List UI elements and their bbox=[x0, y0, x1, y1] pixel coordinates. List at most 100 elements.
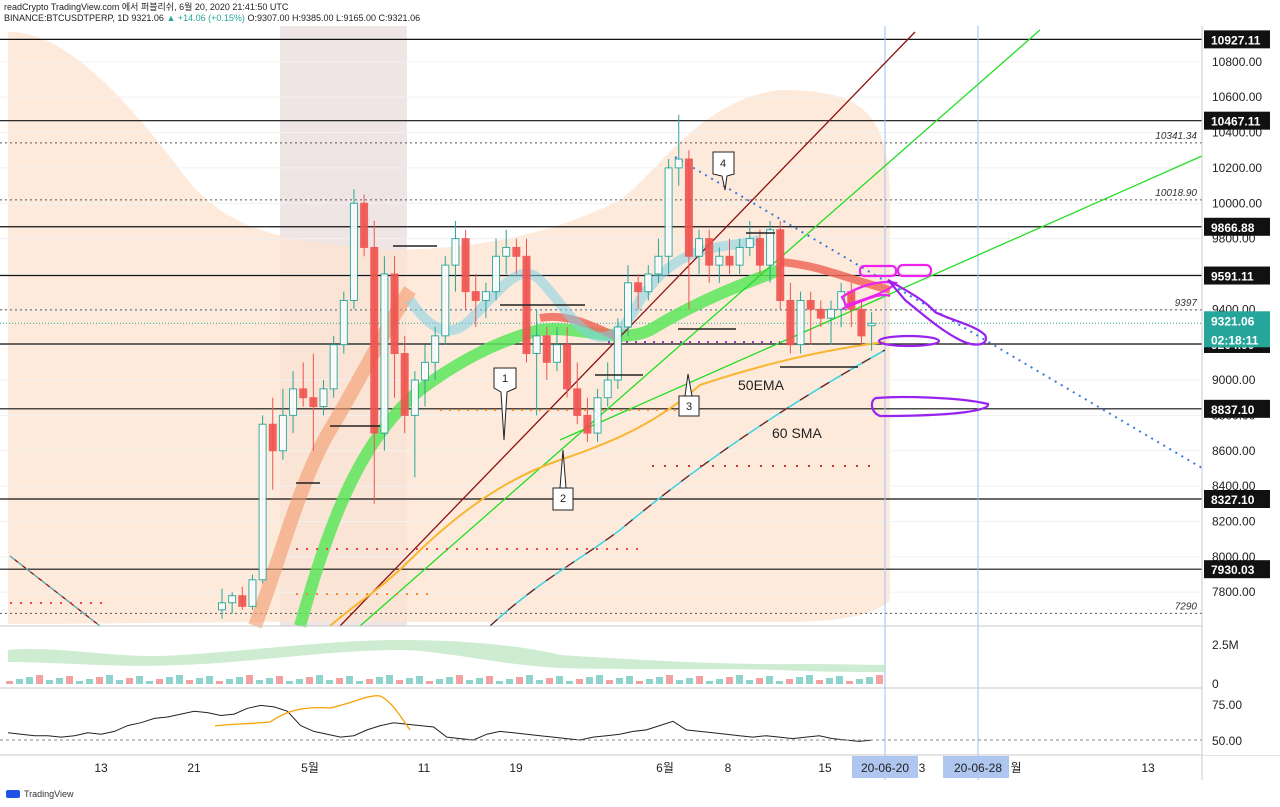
candle-body bbox=[289, 388, 298, 416]
price-tick-label: 10800.00 bbox=[1212, 55, 1262, 69]
time-tick-label: 5월 bbox=[301, 761, 319, 775]
volume-bar bbox=[136, 676, 143, 684]
volume-bar bbox=[536, 680, 543, 684]
price-tick-label: 10200.00 bbox=[1212, 161, 1262, 175]
candle-body bbox=[390, 273, 399, 355]
ohlc-values: O:9307.00 H:9385.00 L:9165.00 C:9321.06 bbox=[247, 13, 421, 23]
ohlc-line: BINANCE:BTCUSDTPERP, 1D 9321.06 ▲ +14.06… bbox=[4, 13, 420, 24]
volume-bar bbox=[716, 679, 723, 684]
volume-bar bbox=[626, 676, 633, 684]
price-tick-label: 8600.00 bbox=[1212, 444, 1256, 458]
candle-body bbox=[339, 299, 348, 346]
candle-body bbox=[593, 397, 602, 434]
volume-bar bbox=[286, 681, 293, 684]
price-level-label: 10467.11 bbox=[1211, 115, 1261, 129]
volume-bar bbox=[476, 678, 483, 684]
candle-body bbox=[228, 595, 237, 604]
volume-bar bbox=[326, 680, 333, 684]
candle-body bbox=[441, 264, 450, 337]
candle-body bbox=[258, 423, 267, 581]
price-axis[interactable] bbox=[1202, 26, 1280, 755]
volume-bar bbox=[596, 675, 603, 684]
price-level-label: 9866.88 bbox=[1211, 221, 1255, 235]
time-tick-label: 11 bbox=[418, 761, 431, 775]
change-label: ▲ +14.06 (+0.15%) bbox=[166, 13, 245, 23]
candle-body bbox=[410, 379, 419, 416]
blue-ribbon bbox=[405, 235, 762, 342]
last-price: 9321.06 bbox=[131, 13, 164, 23]
volume-bar bbox=[736, 675, 743, 684]
candle-body bbox=[766, 229, 775, 266]
volume-bar bbox=[246, 675, 253, 684]
volume-bar bbox=[766, 676, 773, 684]
rsi-line bbox=[7, 704, 873, 742]
candle-body bbox=[370, 246, 379, 434]
volume-bar bbox=[506, 679, 513, 684]
candle-body bbox=[349, 202, 358, 301]
candle-body bbox=[644, 273, 653, 293]
ema-label: 50EMA bbox=[738, 377, 785, 393]
dotted-level-label: 10018.90 bbox=[1155, 188, 1197, 199]
candle-body bbox=[542, 335, 551, 363]
candle-body bbox=[857, 308, 866, 337]
time-tick-label: 20-06-28 bbox=[954, 761, 1002, 775]
price-tick-label: 7800.00 bbox=[1212, 585, 1256, 599]
candle-body bbox=[654, 255, 663, 275]
volume-bar bbox=[206, 676, 213, 684]
volume-cloud bbox=[8, 640, 885, 672]
volume-bar bbox=[676, 680, 683, 684]
candle-body bbox=[278, 414, 287, 452]
volume-bar bbox=[316, 675, 323, 684]
price-level-label: 8327.10 bbox=[1211, 493, 1255, 507]
candlestick-series bbox=[218, 114, 876, 619]
volume-bar bbox=[516, 677, 523, 684]
volume-bar bbox=[266, 678, 273, 684]
candle-body bbox=[461, 238, 470, 293]
sma-label: 60 SMA bbox=[772, 425, 822, 441]
candle-body bbox=[563, 344, 572, 390]
rsi-tick-50: 50.00 bbox=[1212, 734, 1242, 748]
volume-bar bbox=[396, 680, 403, 684]
volume-bar bbox=[836, 676, 843, 684]
candle-body bbox=[776, 229, 785, 301]
price-level-box bbox=[1204, 111, 1270, 130]
candle-body bbox=[796, 299, 805, 346]
date-box-1 bbox=[852, 756, 918, 778]
candle-body bbox=[695, 238, 704, 257]
candle-body bbox=[735, 246, 744, 266]
volume-bar bbox=[706, 681, 713, 684]
price-tick-label: 10000.00 bbox=[1212, 196, 1262, 210]
volume-bar bbox=[276, 676, 283, 684]
volume-bar bbox=[696, 676, 703, 684]
volume-bar bbox=[236, 677, 243, 684]
dotted-levels: 10341.34 10018.90 9397 7290 bbox=[0, 131, 1202, 614]
candle-body bbox=[664, 167, 673, 257]
candle-body bbox=[360, 202, 369, 248]
rsi-tick-75: 75.00 bbox=[1212, 698, 1242, 712]
time-axis[interactable]: 13 21 5월 11 19 6월 8 15 20-06-20 3 20-06-28 월 13 bbox=[94, 756, 1155, 778]
candle-body bbox=[634, 282, 643, 293]
volume-bar bbox=[486, 676, 493, 684]
volume-tick-zero: 0 bbox=[1212, 677, 1219, 691]
volume-bar bbox=[856, 679, 863, 684]
candle-body bbox=[755, 238, 764, 266]
brand-label: TradingView bbox=[24, 789, 74, 799]
volume-bar bbox=[686, 678, 693, 684]
purple-markup bbox=[870, 279, 990, 418]
volume-bar bbox=[606, 680, 613, 684]
price-tick-label: 8200.00 bbox=[1212, 514, 1256, 528]
price-level-label: 8837.10 bbox=[1211, 403, 1255, 417]
volume-bar bbox=[186, 680, 193, 684]
volume-bar bbox=[416, 676, 423, 684]
candle-body bbox=[299, 388, 308, 399]
green-ribbon bbox=[294, 264, 783, 628]
volume-bar bbox=[116, 680, 123, 684]
volume-bar bbox=[296, 679, 303, 684]
candle-body bbox=[806, 299, 815, 310]
time-tick-label: 13 bbox=[94, 761, 108, 775]
candle-body bbox=[492, 255, 501, 293]
volume-bar bbox=[76, 681, 83, 684]
volume-bar bbox=[466, 680, 473, 684]
candle-body bbox=[613, 326, 622, 381]
